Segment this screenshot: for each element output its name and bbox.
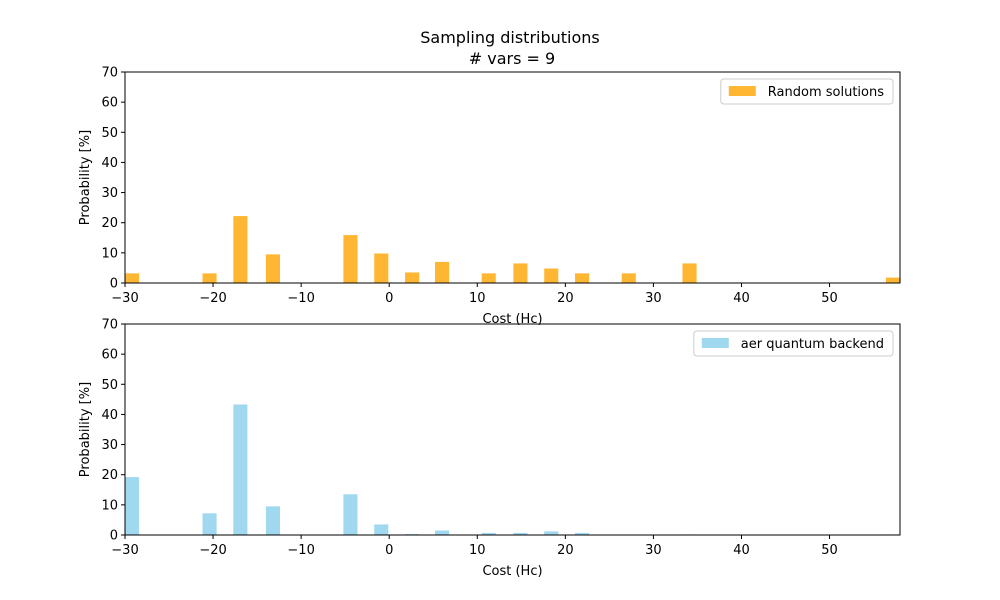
bar — [374, 253, 389, 283]
legend-swatch — [728, 86, 756, 96]
y-tick-label: 0 — [110, 277, 118, 292]
x-tick-label: 50 — [821, 291, 838, 306]
y-tick-label: 20 — [101, 216, 118, 231]
bar — [481, 273, 496, 283]
y-tick-label: 20 — [101, 468, 118, 483]
x-tick-label: −10 — [287, 291, 314, 306]
y-tick-label: 30 — [101, 438, 118, 453]
y-tick-label: 40 — [101, 156, 118, 171]
x-tick-label: −10 — [287, 543, 314, 558]
bar-series-1 — [125, 216, 900, 283]
y-tick-label: 50 — [101, 378, 118, 393]
x-tick-label: −30 — [111, 291, 138, 306]
bar — [202, 513, 217, 535]
x-tick-label: 20 — [557, 543, 574, 558]
x-tick-label: −30 — [111, 543, 138, 558]
x-axis-label: Cost (Hc) — [482, 312, 542, 327]
y-tick-label: 10 — [101, 498, 118, 513]
bar-series-1 — [125, 404, 900, 535]
bar — [265, 506, 280, 535]
y-axis-label: Probability [%] — [78, 382, 93, 477]
bar — [265, 254, 280, 283]
legend-box — [693, 330, 894, 357]
x-axis-label: Cost (Hc) — [482, 564, 542, 579]
y-tick-label: 50 — [101, 126, 118, 141]
x-tick-label: 40 — [733, 291, 750, 306]
x-tick-label: 30 — [645, 291, 662, 306]
plot-frame — [124, 71, 901, 284]
bar — [513, 532, 528, 535]
x-tick-label: 50 — [821, 543, 838, 558]
y-tick-label: 60 — [101, 96, 118, 111]
x-tick-label: 40 — [733, 543, 750, 558]
bar — [435, 261, 450, 283]
bar — [481, 532, 496, 535]
plots-group: −30 −20 −10 0 10 20 30 40 50 0 10 20 30 40 50 60 70 Cost … — [78, 66, 901, 579]
y-tick-label: 30 — [101, 186, 118, 201]
bar — [621, 273, 636, 283]
x-tick-label: 20 — [557, 291, 574, 306]
bar — [202, 273, 217, 283]
legend: aer quantum backend — [693, 330, 894, 357]
chart-subtitle: # vars = 9 — [469, 49, 555, 68]
legend-box — [720, 78, 894, 105]
x-tick-label: −20 — [199, 543, 226, 558]
bar — [343, 235, 358, 283]
plot-frame — [124, 323, 901, 536]
chart-title: Sampling distributions — [420, 28, 600, 47]
legend-swatch — [701, 338, 729, 348]
bar — [125, 273, 140, 283]
bar — [125, 477, 140, 535]
legend: Random solutions — [720, 78, 894, 105]
y-tick-label: 60 — [101, 348, 118, 363]
subplot-2: −30 −20 −10 0 10 20 30 40 50 0 10 20 30 40 50 60 70 Cost … — [78, 318, 901, 579]
y-tick-label: 10 — [101, 246, 118, 261]
x-tick-label: 0 — [385, 291, 393, 306]
y-tick-label: 70 — [101, 66, 118, 81]
bar — [513, 263, 528, 283]
bar — [233, 216, 248, 283]
bar — [374, 524, 389, 535]
subplot-1: −30 −20 −10 0 10 20 30 40 50 0 10 20 30 40 50 60 70 Cost … — [78, 66, 901, 327]
bar — [682, 263, 697, 283]
bar — [575, 273, 590, 283]
bar — [233, 404, 248, 535]
x-tick-label: 10 — [469, 543, 486, 558]
bar — [885, 277, 900, 283]
bar — [544, 268, 559, 283]
bar — [575, 532, 590, 535]
y-tick-label: 40 — [101, 408, 118, 423]
x-tick-label: −20 — [199, 291, 226, 306]
x-tick-label: 0 — [385, 543, 393, 558]
y-axis-label: Probability [%] — [78, 130, 93, 225]
legend-label: Random solutions — [768, 85, 884, 100]
y-tick-label: 70 — [101, 318, 118, 333]
bar — [405, 272, 420, 283]
bar — [544, 531, 559, 535]
x-tick-label: 30 — [645, 543, 662, 558]
y-tick-label: 0 — [110, 529, 118, 544]
x-tick-label: 10 — [469, 291, 486, 306]
legend-label: aer quantum backend — [741, 337, 884, 352]
bar — [435, 530, 450, 535]
bar — [343, 494, 358, 535]
